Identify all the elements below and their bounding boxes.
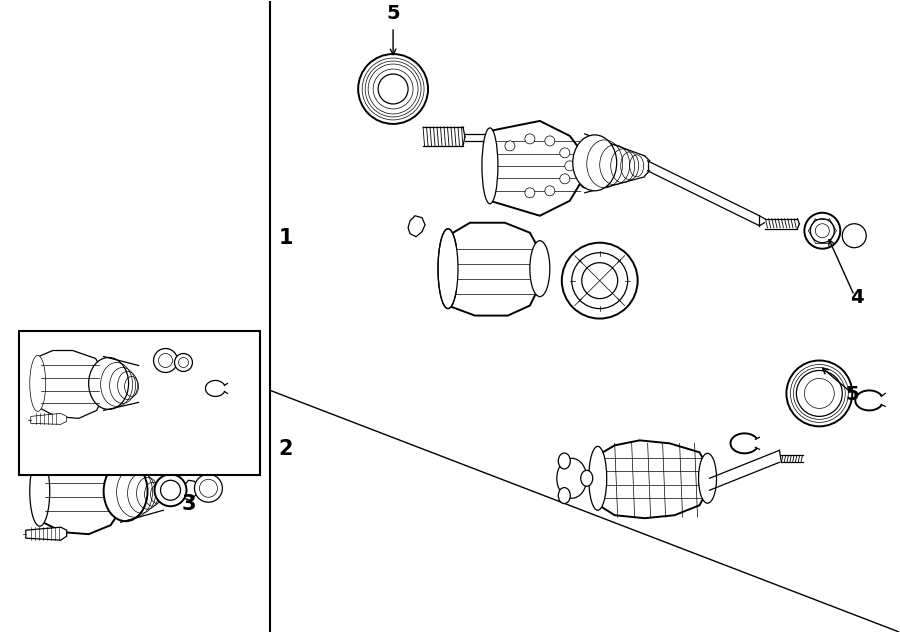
Ellipse shape <box>815 224 829 238</box>
Ellipse shape <box>787 360 852 427</box>
Polygon shape <box>37 351 104 418</box>
Ellipse shape <box>557 458 587 498</box>
Ellipse shape <box>589 446 607 510</box>
Ellipse shape <box>104 461 148 521</box>
Polygon shape <box>596 441 707 518</box>
Text: 4: 4 <box>850 288 864 307</box>
Ellipse shape <box>842 224 866 248</box>
Ellipse shape <box>572 135 616 191</box>
Polygon shape <box>39 456 121 534</box>
Polygon shape <box>26 527 67 540</box>
Text: 2: 2 <box>278 439 293 459</box>
Ellipse shape <box>194 474 222 502</box>
Ellipse shape <box>560 148 570 158</box>
Ellipse shape <box>544 186 554 196</box>
Ellipse shape <box>580 470 593 486</box>
Text: 1: 1 <box>278 228 293 248</box>
Ellipse shape <box>530 241 550 296</box>
Ellipse shape <box>560 174 570 184</box>
Text: 3: 3 <box>181 494 195 514</box>
Ellipse shape <box>805 213 841 249</box>
Ellipse shape <box>378 74 408 104</box>
Ellipse shape <box>562 243 638 319</box>
Ellipse shape <box>158 353 173 367</box>
Ellipse shape <box>796 370 842 416</box>
Ellipse shape <box>581 263 617 298</box>
Ellipse shape <box>438 229 458 308</box>
Ellipse shape <box>178 358 188 367</box>
Ellipse shape <box>358 54 428 124</box>
Ellipse shape <box>482 128 498 204</box>
Ellipse shape <box>160 480 181 501</box>
Polygon shape <box>490 121 585 216</box>
Text: 5: 5 <box>845 386 859 404</box>
Ellipse shape <box>505 141 515 151</box>
Ellipse shape <box>525 134 535 144</box>
Ellipse shape <box>374 69 413 109</box>
Ellipse shape <box>30 456 50 526</box>
Ellipse shape <box>577 144 593 188</box>
Ellipse shape <box>558 453 571 469</box>
Ellipse shape <box>544 136 554 146</box>
Ellipse shape <box>89 358 129 410</box>
Polygon shape <box>31 413 67 424</box>
Polygon shape <box>181 480 199 501</box>
Ellipse shape <box>175 353 193 372</box>
Ellipse shape <box>525 188 535 198</box>
Ellipse shape <box>154 348 177 372</box>
Bar <box>19 331 260 475</box>
Ellipse shape <box>30 355 46 411</box>
Ellipse shape <box>565 161 575 171</box>
Ellipse shape <box>200 479 218 497</box>
Polygon shape <box>408 216 425 237</box>
Ellipse shape <box>805 379 834 408</box>
Ellipse shape <box>558 487 571 504</box>
Ellipse shape <box>155 474 186 506</box>
Ellipse shape <box>810 219 834 243</box>
Polygon shape <box>448 222 540 315</box>
Text: 5: 5 <box>386 4 400 23</box>
Ellipse shape <box>572 253 627 308</box>
Ellipse shape <box>698 453 716 503</box>
Ellipse shape <box>368 64 418 114</box>
